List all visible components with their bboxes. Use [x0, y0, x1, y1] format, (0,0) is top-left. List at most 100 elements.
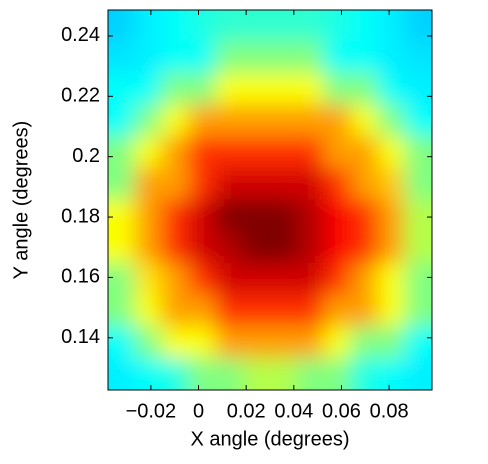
heatmap-cell	[108, 167, 136, 201]
heatmap-cell	[350, 294, 379, 328]
heatmap-cell	[404, 326, 432, 359]
heatmap-cell	[242, 41, 271, 74]
heatmap-cell	[269, 10, 298, 43]
y-tick-label: 0.22	[61, 85, 100, 107]
heatmap-cell	[377, 357, 406, 390]
heatmap-cell	[296, 262, 325, 296]
heatmap-cell	[108, 294, 136, 328]
heatmap-cell	[215, 104, 244, 138]
heatmap-cell	[108, 104, 136, 138]
heatmap-cell	[269, 262, 298, 296]
heatmap-cell	[108, 136, 136, 169]
heatmap-cell	[404, 10, 432, 43]
y-tick-label: 0.14	[61, 326, 100, 348]
heatmap-cell	[323, 231, 352, 264]
heatmap-cell	[377, 72, 406, 106]
heatmap-cell	[269, 326, 298, 359]
heatmap-cell	[134, 231, 163, 264]
heatmap-cell	[350, 199, 379, 233]
heatmap-cell	[404, 199, 432, 233]
heatmap-cell	[108, 72, 136, 106]
heatmap-cell	[296, 41, 325, 74]
heatmap-cell	[215, 199, 244, 233]
heatmap-cell	[215, 41, 244, 74]
heatmap-cell	[350, 231, 379, 264]
heatmap-cell	[404, 262, 432, 296]
heatmap-cell	[242, 10, 271, 43]
heatmap-cell	[350, 72, 379, 106]
x-tick-label: 0	[193, 400, 204, 422]
heatmap-cell	[188, 326, 217, 359]
heatmap-cell	[296, 136, 325, 169]
heatmap-cell	[377, 231, 406, 264]
heatmap-cell	[296, 72, 325, 106]
heatmap-cell	[161, 10, 190, 43]
heatmap-cell	[161, 41, 190, 74]
heatmap-cell	[377, 326, 406, 359]
y-tick-label: 0.18	[61, 205, 100, 227]
heatmap-cell	[188, 231, 217, 264]
heatmap-cell	[350, 357, 379, 390]
heatmap-cell	[323, 41, 352, 74]
heatmap-cell	[161, 357, 190, 390]
heatmap-cell	[350, 41, 379, 74]
heatmap-cell	[161, 262, 190, 296]
heatmap-cell	[350, 136, 379, 169]
heatmap-cell	[269, 231, 298, 264]
heatmap-cell	[215, 10, 244, 43]
heatmap-cell	[323, 357, 352, 390]
heatmap-cell	[108, 357, 136, 390]
heatmap-cell	[161, 167, 190, 201]
heatmap-cell	[269, 136, 298, 169]
heatmap-cell	[134, 294, 163, 328]
heatmap-cell	[323, 326, 352, 359]
heatmap-cell	[296, 10, 325, 43]
heatmap-cell	[377, 294, 406, 328]
heatmap	[108, 10, 432, 390]
heatmap-cell	[134, 262, 163, 296]
heatmap-cell	[242, 357, 271, 390]
heatmap-cell	[134, 357, 163, 390]
heatmap-cells	[108, 10, 432, 390]
y-axis-label: Y angle (degrees)	[10, 121, 32, 280]
x-tick-label: 0.08	[370, 400, 409, 422]
plot-frame	[107, 9, 433, 391]
heatmap-cell	[350, 262, 379, 296]
heatmap-cell	[215, 262, 244, 296]
heatmap-cell	[377, 41, 406, 74]
heatmap-cell	[161, 294, 190, 328]
heatmap-cell	[296, 294, 325, 328]
heatmap-cell	[242, 294, 271, 328]
heatmap-cell	[188, 167, 217, 201]
heatmap-cell	[269, 72, 298, 106]
heatmap-cell	[350, 167, 379, 201]
heatmap-cell	[296, 326, 325, 359]
heatmap-cell	[323, 167, 352, 201]
y-tick-label: 0.2	[72, 145, 100, 167]
heatmap-cell	[188, 262, 217, 296]
heatmap-cell	[404, 294, 432, 328]
axes: −0.02 0 0.02 0.04 0.06 0.08 0.14 0.16 0.18 0.2 0.2…	[61, 9, 433, 422]
heatmap-cell	[323, 262, 352, 296]
heatmap-cell	[242, 167, 271, 201]
heatmap-cell	[323, 136, 352, 169]
heatmap-cell	[377, 136, 406, 169]
x-tick-label: 0.04	[274, 400, 313, 422]
heatmap-cell	[161, 104, 190, 138]
heatmap-cell	[134, 72, 163, 106]
x-tick-label: 0.02	[227, 400, 266, 422]
heatmap-cell	[108, 41, 136, 74]
heatmap-cell	[134, 104, 163, 138]
heatmap-cell	[161, 231, 190, 264]
x-tick-label: 0.06	[322, 400, 361, 422]
heatmap-cell	[269, 199, 298, 233]
heatmap-cell	[242, 104, 271, 138]
heatmap-cell	[188, 104, 217, 138]
y-tick-label: 0.24	[61, 24, 100, 46]
heatmap-cell	[323, 104, 352, 138]
heatmap-cell	[296, 167, 325, 201]
heatmap-cell	[161, 326, 190, 359]
heatmap-cell	[404, 136, 432, 169]
